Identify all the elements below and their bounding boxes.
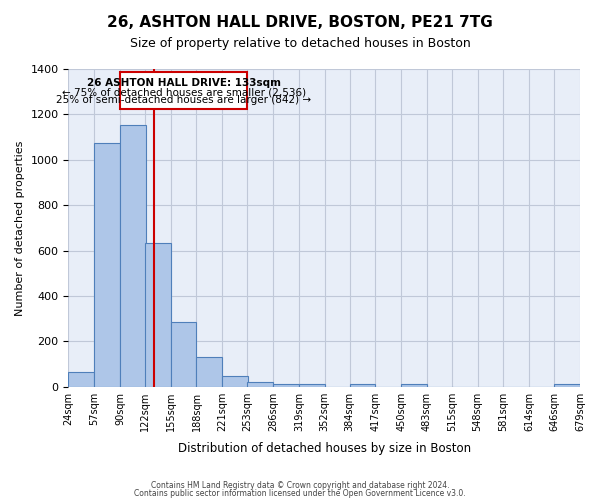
Bar — [171, 322, 196, 386]
Text: 26 ASHTON HALL DRIVE: 133sqm: 26 ASHTON HALL DRIVE: 133sqm — [86, 78, 281, 88]
X-axis label: Distribution of detached houses by size in Boston: Distribution of detached houses by size … — [178, 442, 471, 455]
Bar — [222, 376, 248, 386]
Bar — [145, 242, 171, 386]
FancyBboxPatch shape — [120, 72, 247, 108]
Bar — [350, 384, 376, 386]
Bar — [120, 124, 146, 386]
Bar — [94, 142, 120, 386]
Bar — [554, 384, 580, 386]
Bar — [196, 357, 222, 386]
Bar — [247, 382, 273, 386]
Text: Contains public sector information licensed under the Open Government Licence v3: Contains public sector information licen… — [134, 488, 466, 498]
Bar — [299, 384, 325, 386]
Text: 25% of semi-detached houses are larger (842) →: 25% of semi-detached houses are larger (… — [56, 95, 311, 105]
Bar — [401, 384, 427, 386]
Y-axis label: Number of detached properties: Number of detached properties — [15, 140, 25, 316]
Bar — [68, 372, 94, 386]
Text: Contains HM Land Registry data © Crown copyright and database right 2024.: Contains HM Land Registry data © Crown c… — [151, 481, 449, 490]
Text: 26, ASHTON HALL DRIVE, BOSTON, PE21 7TG: 26, ASHTON HALL DRIVE, BOSTON, PE21 7TG — [107, 15, 493, 30]
Text: ← 75% of detached houses are smaller (2,536): ← 75% of detached houses are smaller (2,… — [62, 87, 305, 97]
Bar — [273, 384, 299, 386]
Text: Size of property relative to detached houses in Boston: Size of property relative to detached ho… — [130, 38, 470, 51]
